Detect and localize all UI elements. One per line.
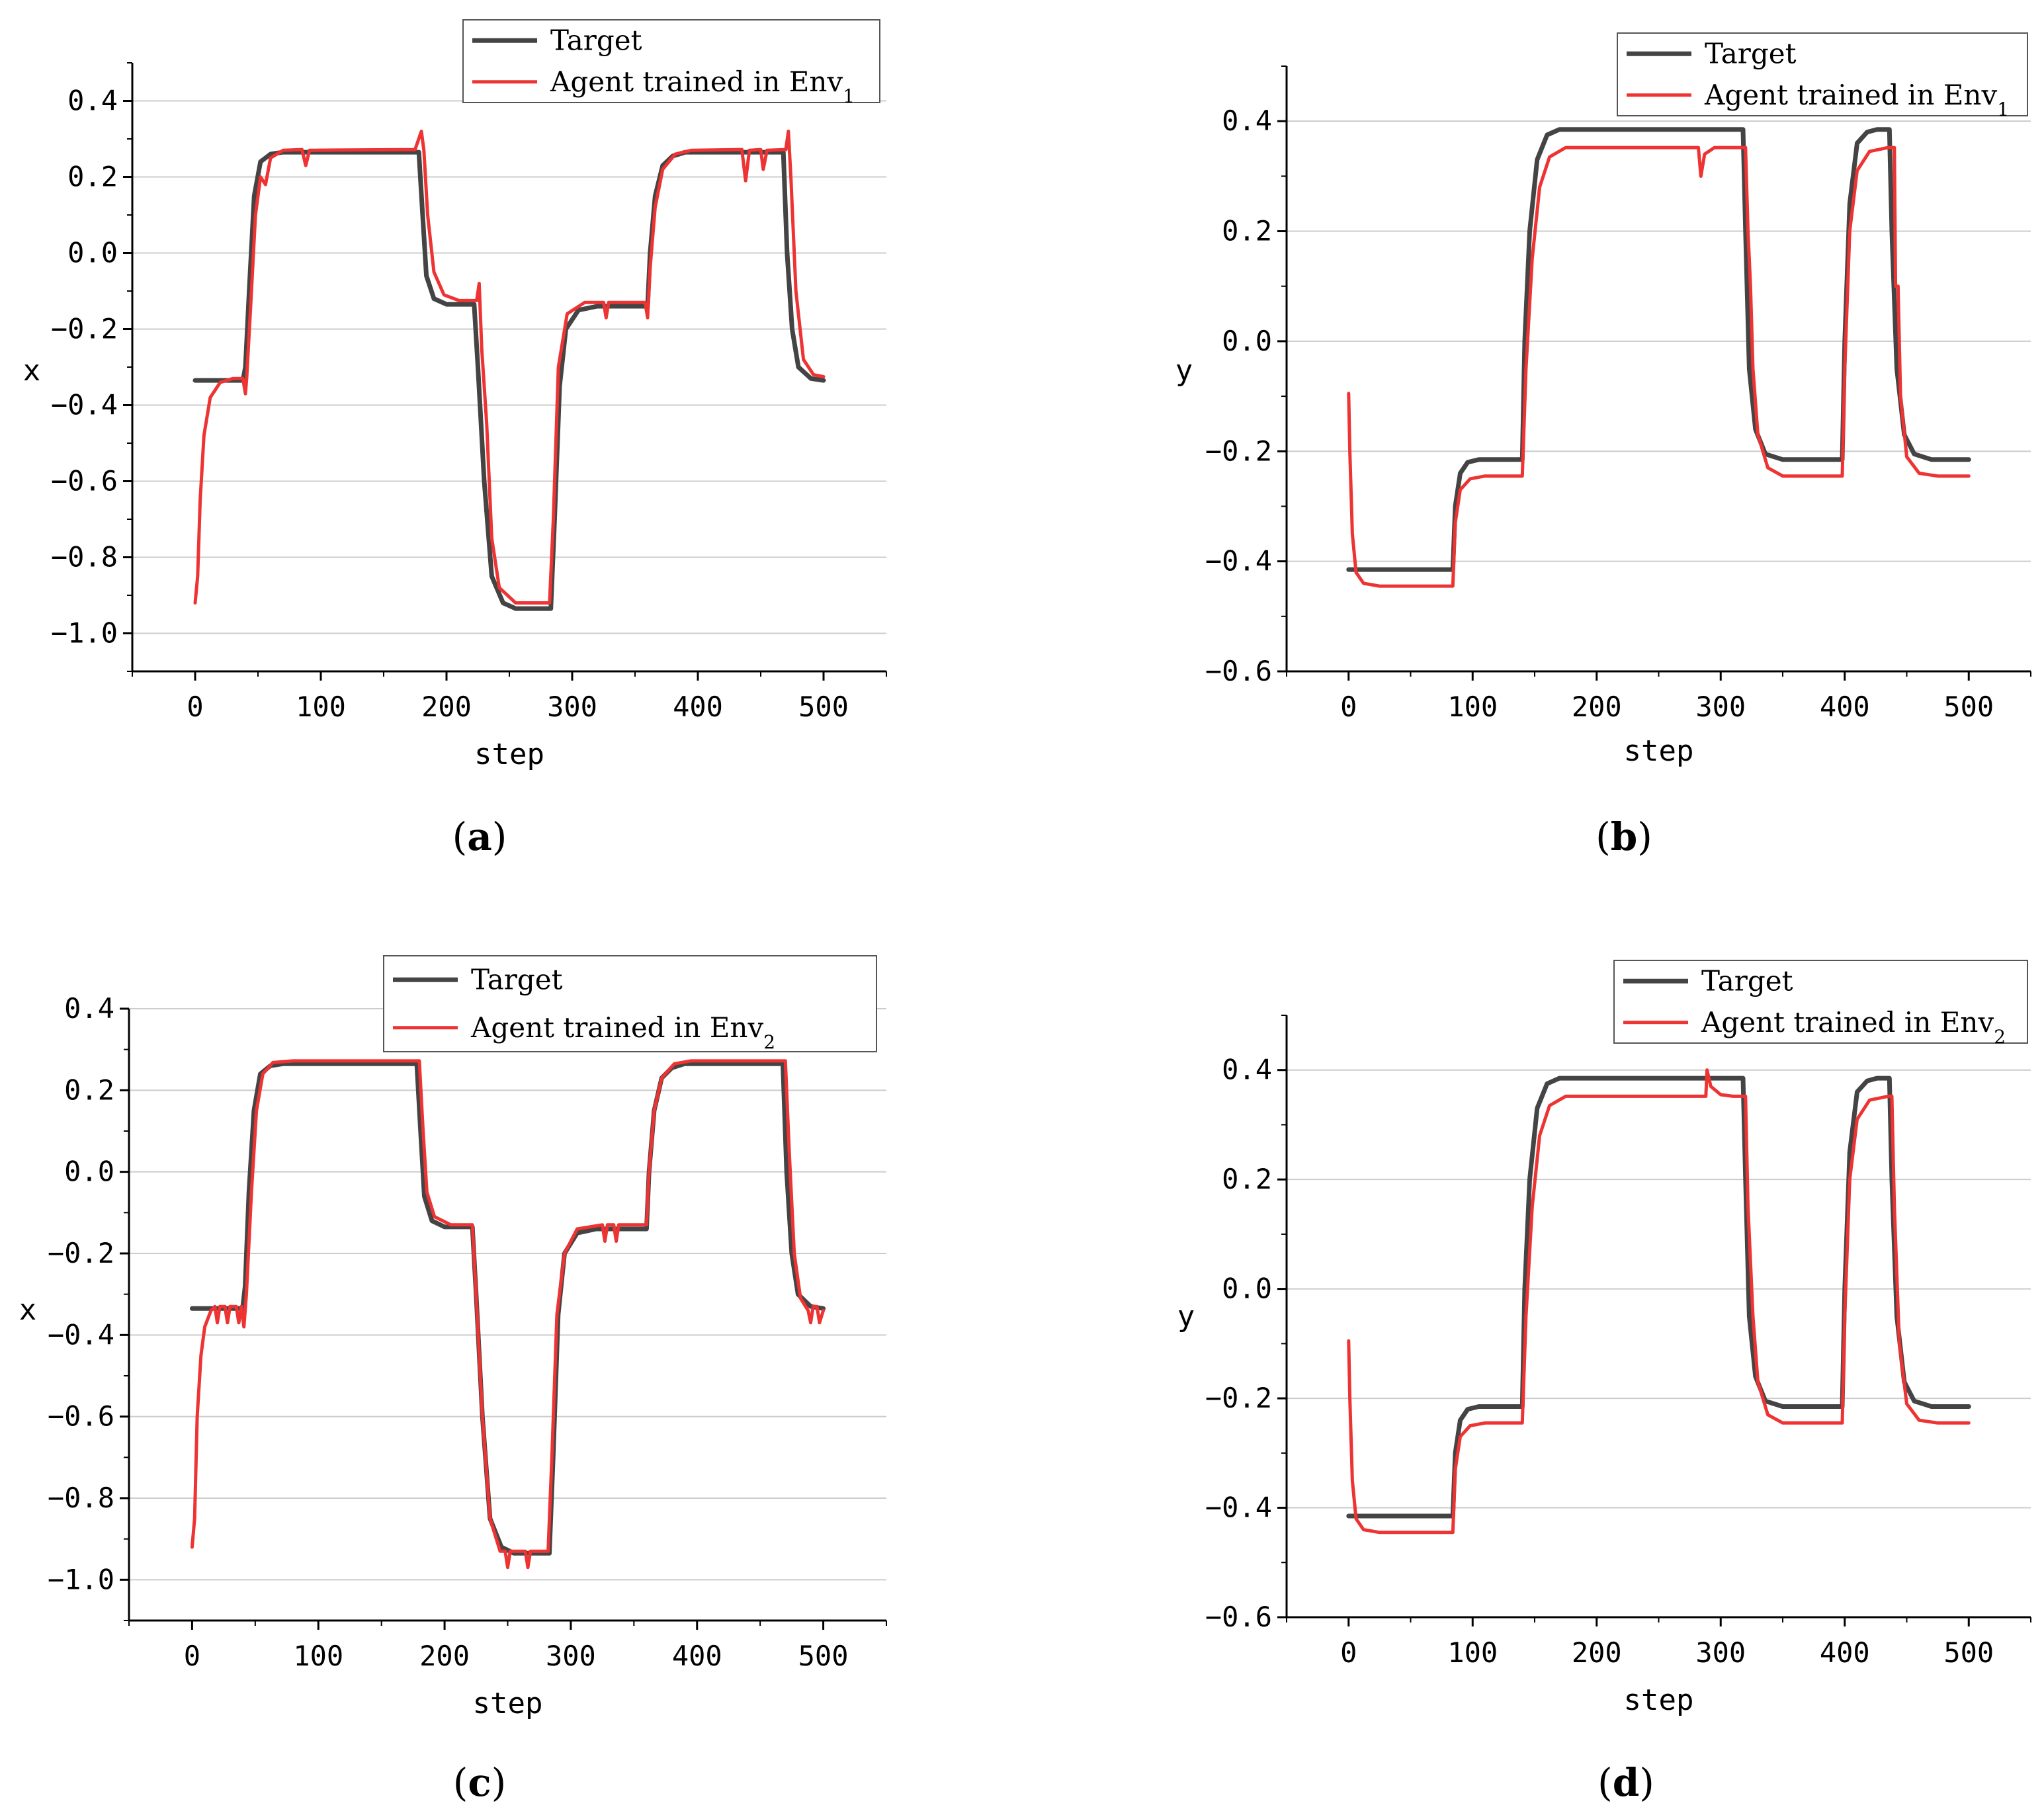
x-tick-label: 300 bbox=[547, 691, 597, 723]
y-tick-label: 0.0 bbox=[64, 1156, 114, 1188]
y-tick-label: −0.4 bbox=[48, 1318, 114, 1351]
series-line-target bbox=[189, 1061, 826, 1556]
legend: Target Agent trained in Env2 bbox=[1613, 960, 2028, 1048]
y-tick-label: 0.2 bbox=[1222, 1163, 1272, 1195]
x-axis-label: step bbox=[474, 738, 544, 771]
legend-box bbox=[1617, 32, 2028, 116]
y-axis-label: y bbox=[1175, 354, 1193, 388]
y-tick-label: 0.4 bbox=[1222, 1054, 1272, 1086]
y-axis-label: y bbox=[1177, 1300, 1195, 1333]
legend-box bbox=[462, 19, 880, 103]
legend-label-agent: Agent trained in Env1 bbox=[550, 65, 855, 107]
y-tick-label: −0.2 bbox=[51, 313, 118, 345]
x-tick-label: 500 bbox=[1943, 1636, 1994, 1669]
legend-label-target: Target bbox=[550, 24, 642, 56]
x-tick-label: 100 bbox=[293, 1640, 343, 1672]
x-tick-label: 400 bbox=[1820, 1636, 1870, 1669]
panel-d: 0.4 0.2 0.0 −0.2 −0.4 −0.6 0 100 200 300 400 500 y st… bbox=[1177, 960, 2031, 1717]
y-tick-label: 0.4 bbox=[67, 85, 118, 117]
y-tick-label: 0.2 bbox=[64, 1074, 114, 1106]
y-tick-label: −0.4 bbox=[51, 389, 118, 421]
legend-label-target: Target bbox=[1701, 964, 1793, 997]
series-line-agent bbox=[193, 130, 826, 605]
legend-box bbox=[1613, 960, 2028, 1044]
x-axis-label: step bbox=[1624, 734, 1694, 768]
x-tick-label: 200 bbox=[1572, 1636, 1622, 1669]
x-axis-label: step bbox=[1624, 1683, 1694, 1717]
caption-a: (a) bbox=[452, 814, 507, 859]
x-tick-label: 0 bbox=[1340, 691, 1357, 723]
x-tick-label: 300 bbox=[1695, 691, 1746, 723]
y-tick-label: 0.0 bbox=[1222, 325, 1272, 357]
y-tick-label: −0.2 bbox=[1205, 1382, 1272, 1414]
caption-b: (b) bbox=[1596, 814, 1652, 859]
x-tick-label: 400 bbox=[1820, 691, 1870, 723]
y-tick-label: 0.2 bbox=[67, 161, 118, 193]
x-axis-label: step bbox=[473, 1687, 543, 1720]
series-line-target bbox=[1346, 127, 1971, 572]
y-axis-label: x bbox=[23, 354, 41, 388]
series-line-agent bbox=[1347, 146, 1971, 588]
y-tick-label: −0.4 bbox=[1205, 1492, 1272, 1524]
x-tick-label: 200 bbox=[419, 1640, 470, 1672]
y-tick-label: −0.6 bbox=[51, 465, 118, 497]
y-tick-label: 0.0 bbox=[67, 237, 118, 269]
y-tick-label: −0.6 bbox=[1205, 1601, 1272, 1633]
x-tick-label: 500 bbox=[798, 1640, 849, 1672]
legend-label-agent: Agent trained in Env2 bbox=[1701, 1006, 2006, 1048]
y-tick-label: 0.4 bbox=[64, 992, 114, 1025]
legend: Target Agent trained in Env1 bbox=[462, 19, 880, 107]
caption-d: (d) bbox=[1597, 1760, 1654, 1805]
x-tick-label: 0 bbox=[184, 1640, 200, 1672]
panel-b: 0.4 0.2 0.0 −0.2 −0.4 −0.6 0 100 200 300 400 500 y st… bbox=[1175, 32, 2031, 768]
caption-c: (c) bbox=[453, 1760, 507, 1805]
x-tick-label: 400 bbox=[672, 1640, 722, 1672]
y-tick-label: −0.6 bbox=[1205, 655, 1272, 687]
legend-label-agent: Agent trained in Env2 bbox=[470, 1011, 775, 1053]
series-line-agent bbox=[1347, 1068, 1971, 1535]
x-tick-label: 0 bbox=[1340, 1636, 1357, 1669]
legend-label-target: Target bbox=[471, 963, 563, 995]
y-tick-label: −1.0 bbox=[51, 617, 118, 650]
series-line-agent bbox=[190, 1059, 826, 1570]
y-tick-label: 0.2 bbox=[1222, 215, 1272, 247]
legend-box bbox=[383, 955, 877, 1052]
x-tick-label: 300 bbox=[1695, 1636, 1746, 1669]
y-axis-label: x bbox=[19, 1293, 37, 1327]
panel-c: 0.4 0.2 0.0 −0.2 −0.4 −0.6 −0.8 −1.0 0 100 200 300 4… bbox=[19, 955, 887, 1720]
x-tick-label: 300 bbox=[546, 1640, 596, 1672]
y-tick-label: −1.0 bbox=[48, 1563, 114, 1595]
y-tick-label: −0.4 bbox=[1205, 545, 1272, 577]
x-tick-label: 0 bbox=[187, 691, 203, 723]
x-tick-label: 100 bbox=[296, 691, 346, 723]
y-tick-label: −0.8 bbox=[51, 541, 118, 573]
legend-label-target: Target bbox=[1705, 37, 1797, 69]
y-tick-label: −0.8 bbox=[48, 1482, 114, 1514]
y-tick-label: 0.0 bbox=[1222, 1273, 1272, 1305]
x-tick-label: 100 bbox=[1447, 1636, 1498, 1669]
y-tick-label: −0.6 bbox=[48, 1400, 114, 1433]
legend: Target Agent trained in Env2 bbox=[383, 955, 877, 1053]
y-tick-label: −0.2 bbox=[1205, 435, 1272, 467]
panel-a: 0.4 0.2 0.0 −0.2 −0.4 −0.6 −0.8 −1.0 0 100 200 300 4… bbox=[23, 19, 887, 771]
x-tick-label: 400 bbox=[673, 691, 723, 723]
x-tick-label: 200 bbox=[1572, 691, 1622, 723]
series-line-target bbox=[1346, 1075, 1971, 1519]
legend: Target Agent trained in Env1 bbox=[1617, 32, 2028, 120]
y-tick-label: 0.4 bbox=[1222, 105, 1272, 137]
legend-label-agent: Agent trained in Env1 bbox=[1704, 79, 2009, 120]
x-tick-label: 100 bbox=[1447, 691, 1498, 723]
series-line-target bbox=[192, 149, 826, 611]
y-tick-label: −0.2 bbox=[48, 1237, 114, 1269]
x-tick-label: 200 bbox=[421, 691, 472, 723]
x-tick-label: 500 bbox=[1943, 691, 1994, 723]
x-tick-label: 500 bbox=[798, 691, 849, 723]
